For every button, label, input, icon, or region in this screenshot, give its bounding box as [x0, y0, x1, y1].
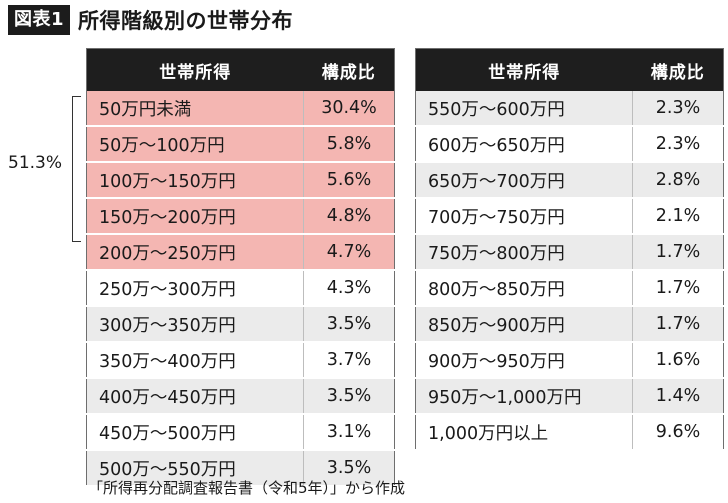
share-column-header: 構成比	[632, 48, 724, 91]
figure-header: 図表1 所得階級別の世帯分布	[8, 4, 293, 36]
share-cell: 1.7%	[632, 306, 724, 343]
table-row: 600万～650万円 2.3%	[415, 126, 724, 163]
income-range-cell: 900万～950万円	[415, 342, 633, 379]
share-cell: 3.5%	[303, 306, 395, 343]
share-cell: 1.6%	[632, 342, 724, 379]
income-range-cell: 250万～300万円	[86, 270, 304, 307]
share-cell: 2.8%	[632, 162, 724, 199]
table-row: 50万円未満 30.4%	[86, 91, 395, 127]
table-row: 850万～900万円 1.7%	[415, 306, 724, 343]
income-range-cell: 850万～900万円	[415, 306, 633, 343]
table-row: 400万～450万円 3.5%	[86, 378, 395, 415]
table-row: 300万～350万円 3.5%	[86, 306, 395, 343]
table-row: 150万～200万円 4.8%	[86, 198, 395, 235]
share-cell: 30.4%	[303, 91, 395, 127]
income-range-cell: 700万～750万円	[415, 198, 633, 235]
share-cell: 4.8%	[303, 198, 395, 235]
share-cell: 4.7%	[303, 234, 395, 271]
income-range-cell: 50万～100万円	[86, 126, 304, 163]
figure-title: 所得階級別の世帯分布	[78, 9, 294, 33]
distribution-table-left: 世帯所得 構成比 50万円未満 30.4% 50万～100万円 5.8% 100万～15…	[86, 48, 395, 487]
share-cell: 3.5%	[303, 450, 395, 487]
table-row: 950万～1,000万円 1.4%	[415, 378, 724, 415]
table-row: 700万～750万円 2.1%	[415, 198, 724, 235]
share-column-header: 構成比	[303, 48, 395, 91]
income-range-cell: 800万～850万円	[415, 270, 633, 307]
income-range-cell: 450万～500万円	[86, 414, 304, 451]
table-row: 800万～850万円 1.7%	[415, 270, 724, 307]
table-row: 350万～400万円 3.7%	[86, 342, 395, 379]
table-row: 1,000万円以上 9.6%	[415, 414, 724, 451]
share-cell: 2.3%	[632, 91, 724, 127]
share-cell: 3.1%	[303, 414, 395, 451]
table-row: 650万～700万円 2.8%	[415, 162, 724, 199]
income-range-cell: 400万～450万円	[86, 378, 304, 415]
table-header-row: 世帯所得 構成比	[415, 48, 724, 91]
share-cell: 3.5%	[303, 378, 395, 415]
table-row: 100万～150万円 5.6%	[86, 162, 395, 199]
share-cell: 5.8%	[303, 126, 395, 163]
bracket-total-label: 51.3%	[8, 153, 63, 173]
income-range-cell: 950万～1,000万円	[415, 378, 633, 415]
income-range-cell: 500万～550万円	[86, 450, 304, 487]
highlight-bracket	[72, 96, 81, 242]
table-row: 500万～550万円 3.5%	[86, 450, 395, 487]
table-row: 900万～950万円 1.6%	[415, 342, 724, 379]
income-range-cell: 300万～350万円	[86, 306, 304, 343]
income-range-cell: 650万～700万円	[415, 162, 633, 199]
table-row: 200万～250万円 4.7%	[86, 234, 395, 271]
income-range-cell: 750万～800万円	[415, 234, 633, 271]
income-range-cell: 1,000万円以上	[415, 414, 633, 451]
share-cell: 4.3%	[303, 270, 395, 307]
income-range-cell: 600万～650万円	[415, 126, 633, 163]
share-cell: 2.3%	[632, 126, 724, 163]
income-range-cell: 200万～250万円	[86, 234, 304, 271]
table-row: 50万～100万円 5.8%	[86, 126, 395, 163]
figure-number-badge: 図表1	[8, 5, 71, 35]
income-range-cell: 100万～150万円	[86, 162, 304, 199]
share-cell: 1.7%	[632, 234, 724, 271]
source-note: 「所得再分配調査報告書（令和5年）」から作成	[88, 479, 406, 497]
share-cell: 1.7%	[632, 270, 724, 307]
share-cell: 5.6%	[303, 162, 395, 199]
table-row: 750万～800万円 1.7%	[415, 234, 724, 271]
income-range-cell: 550万～600万円	[415, 91, 633, 127]
income-range-cell: 50万円未満	[86, 91, 304, 127]
share-cell: 3.7%	[303, 342, 395, 379]
table-row: 450万～500万円 3.1%	[86, 414, 395, 451]
income-column-header: 世帯所得	[86, 48, 304, 91]
table-row: 550万～600万円 2.3%	[415, 91, 724, 127]
share-cell: 2.1%	[632, 198, 724, 235]
income-column-header: 世帯所得	[415, 48, 633, 91]
income-range-cell: 350万～400万円	[86, 342, 304, 379]
share-cell: 1.4%	[632, 378, 724, 415]
income-range-cell: 150万～200万円	[86, 198, 304, 235]
share-cell: 9.6%	[632, 414, 724, 451]
distribution-table-right: 世帯所得 構成比 550万～600万円 2.3% 600万～650万円 2.3% 650…	[415, 48, 724, 451]
table-row: 250万～300万円 4.3%	[86, 270, 395, 307]
table-header-row: 世帯所得 構成比	[86, 48, 395, 91]
